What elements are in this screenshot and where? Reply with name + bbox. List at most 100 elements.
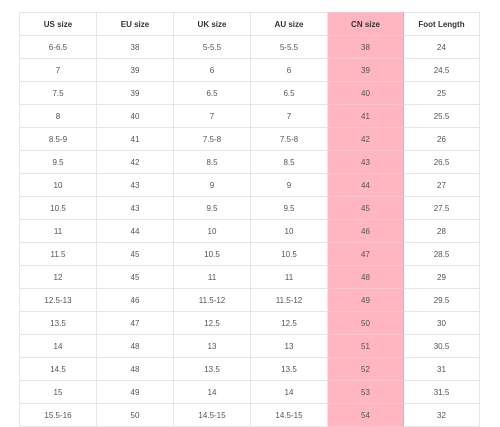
cell-foot-length: 29 <box>403 265 480 289</box>
cell-us-size: 6-6.5 <box>19 35 97 59</box>
size-chart-container: US size EU size UK size AU size CN size … <box>19 12 480 427</box>
cell-au-size: 6 <box>250 58 328 82</box>
cell-cn-size: 39 <box>327 58 404 82</box>
cell-eu-size: 40 <box>96 104 174 128</box>
cell-us-size: 12 <box>19 265 97 289</box>
cell-uk-size: 14 <box>173 380 251 404</box>
cell-cn-size: 47 <box>327 242 404 266</box>
header-foot-length: Foot Length <box>403 12 480 36</box>
table-row: 15 49 14 14 53 31.5 <box>19 380 480 404</box>
table-row: 9.5 42 8.5 8.5 43 26.5 <box>19 150 480 174</box>
cell-us-size: 11 <box>19 219 97 243</box>
cell-foot-length: 31 <box>403 357 480 381</box>
cell-uk-size: 13 <box>173 334 251 358</box>
header-cn-size: CN size <box>327 12 404 36</box>
cell-foot-length: 32 <box>403 403 480 427</box>
cell-eu-size: 41 <box>96 127 174 151</box>
table-row: 12.5-13 46 11.5-12 11.5-12 49 29.5 <box>19 288 480 312</box>
table-row: 10.5 43 9.5 9.5 45 27.5 <box>19 196 480 220</box>
header-au-size: AU size <box>250 12 328 36</box>
cell-au-size: 14 <box>250 380 328 404</box>
cell-us-size: 14.5 <box>19 357 97 381</box>
table-row: 11 44 10 10 46 28 <box>19 219 480 243</box>
cell-cn-size: 51 <box>327 334 404 358</box>
cell-uk-size: 14.5-15 <box>173 403 251 427</box>
cell-cn-size: 50 <box>327 311 404 335</box>
cell-us-size: 15 <box>19 380 97 404</box>
cell-cn-size: 48 <box>327 265 404 289</box>
cell-foot-length: 28 <box>403 219 480 243</box>
cell-uk-size: 6 <box>173 58 251 82</box>
cell-eu-size: 45 <box>96 242 174 266</box>
cell-uk-size: 9 <box>173 173 251 197</box>
cell-au-size: 8.5 <box>250 150 328 174</box>
cell-au-size: 11 <box>250 265 328 289</box>
header-uk-size: UK size <box>173 12 251 36</box>
cell-cn-size: 52 <box>327 357 404 381</box>
cell-au-size: 9.5 <box>250 196 328 220</box>
cell-us-size: 7.5 <box>19 81 97 105</box>
cell-foot-length: 25.5 <box>403 104 480 128</box>
cell-us-size: 8.5-9 <box>19 127 97 151</box>
cell-uk-size: 6.5 <box>173 81 251 105</box>
size-chart-table: US size EU size UK size AU size CN size … <box>19 12 480 427</box>
header-eu-size: EU size <box>96 12 174 36</box>
cell-foot-length: 24 <box>403 35 480 59</box>
cell-eu-size: 43 <box>96 196 174 220</box>
cell-cn-size: 41 <box>327 104 404 128</box>
cell-foot-length: 29.5 <box>403 288 480 312</box>
cell-au-size: 7.5-8 <box>250 127 328 151</box>
table-row: 14.5 48 13.5 13.5 52 31 <box>19 357 480 381</box>
cell-uk-size: 7 <box>173 104 251 128</box>
cell-au-size: 13 <box>250 334 328 358</box>
table-row: 6-6.5 38 5-5.5 5-5.5 38 24 <box>19 35 480 59</box>
cell-au-size: 6.5 <box>250 81 328 105</box>
cell-uk-size: 10.5 <box>173 242 251 266</box>
cell-us-size: 15.5-16 <box>19 403 97 427</box>
cell-us-size: 13.5 <box>19 311 97 335</box>
cell-eu-size: 38 <box>96 35 174 59</box>
table-row: 11.5 45 10.5 10.5 47 28.5 <box>19 242 480 266</box>
table-row: 14 48 13 13 51 30.5 <box>19 334 480 358</box>
cell-eu-size: 47 <box>96 311 174 335</box>
cell-eu-size: 43 <box>96 173 174 197</box>
cell-uk-size: 8.5 <box>173 150 251 174</box>
cell-uk-size: 9.5 <box>173 196 251 220</box>
cell-foot-length: 28.5 <box>403 242 480 266</box>
cell-foot-length: 27 <box>403 173 480 197</box>
cell-au-size: 12.5 <box>250 311 328 335</box>
cell-foot-length: 31.5 <box>403 380 480 404</box>
cell-us-size: 8 <box>19 104 97 128</box>
cell-eu-size: 48 <box>96 334 174 358</box>
cell-cn-size: 38 <box>327 35 404 59</box>
cell-us-size: 11.5 <box>19 242 97 266</box>
cell-au-size: 13.5 <box>250 357 328 381</box>
cell-eu-size: 45 <box>96 265 174 289</box>
cell-au-size: 10.5 <box>250 242 328 266</box>
cell-us-size: 10.5 <box>19 196 97 220</box>
cell-eu-size: 50 <box>96 403 174 427</box>
cell-eu-size: 46 <box>96 288 174 312</box>
cell-foot-length: 26 <box>403 127 480 151</box>
cell-foot-length: 24.5 <box>403 58 480 82</box>
cell-au-size: 14.5-15 <box>250 403 328 427</box>
cell-us-size: 9.5 <box>19 150 97 174</box>
cell-cn-size: 40 <box>327 81 404 105</box>
table-row: 7 39 6 6 39 24.5 <box>19 58 480 82</box>
table-row: 12 45 11 11 48 29 <box>19 265 480 289</box>
cell-uk-size: 11 <box>173 265 251 289</box>
cell-au-size: 5-5.5 <box>250 35 328 59</box>
cell-eu-size: 39 <box>96 81 174 105</box>
cell-us-size: 7 <box>19 58 97 82</box>
size-chart-header: US size EU size UK size AU size CN size … <box>19 12 480 36</box>
table-row: 8.5-9 41 7.5-8 7.5-8 42 26 <box>19 127 480 151</box>
table-row: 10 43 9 9 44 27 <box>19 173 480 197</box>
cell-au-size: 10 <box>250 219 328 243</box>
cell-foot-length: 27.5 <box>403 196 480 220</box>
cell-us-size: 10 <box>19 173 97 197</box>
cell-cn-size: 42 <box>327 127 404 151</box>
cell-us-size: 12.5-13 <box>19 288 97 312</box>
table-row: 7.5 39 6.5 6.5 40 25 <box>19 81 480 105</box>
cell-cn-size: 54 <box>327 403 404 427</box>
cell-cn-size: 53 <box>327 380 404 404</box>
